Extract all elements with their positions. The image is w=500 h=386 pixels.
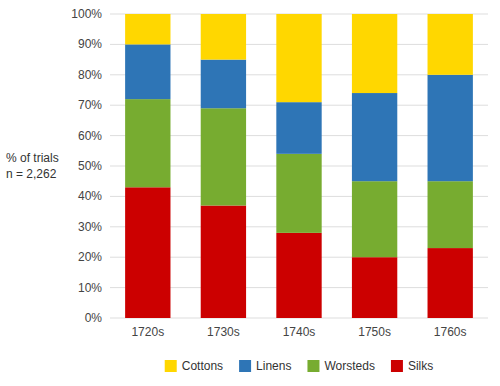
x-tick-label: 1720s [131,325,164,339]
x-tick-labels: 1720s 1730s 1740s 1750s 1760s [131,325,466,339]
bar-segment [125,99,170,187]
legend-item: Cottons [165,359,223,373]
bar-segment [201,108,246,205]
y-tick-label: 100% [71,7,102,21]
y-tick-label: 50% [78,159,102,173]
legend: Cottons Linens Worsteds Silks [165,359,434,373]
y-tick-label: 20% [78,250,102,264]
y-axis-label: % of trials n = 2,262 [6,151,59,181]
legend-label: Silks [408,359,433,373]
x-tick-label: 1750s [358,325,391,339]
y-label-line: n = 2,262 [6,167,57,181]
y-tick-label: 60% [78,129,102,143]
y-tick-label: 80% [78,68,102,82]
bar-segment [125,14,170,44]
x-tick-label: 1730s [207,325,240,339]
grid [110,14,488,318]
series [125,99,473,257]
chart: 0%10%20%30%40%50%60%70%80%90%100%1720s17… [0,0,500,386]
bar-segment [276,233,321,318]
bar-segment [428,181,473,248]
legend-item: Silks [391,359,433,373]
legend-item: Worsteds [307,359,374,373]
bar-segment [428,75,473,181]
bar-segment [125,44,170,99]
legend-label: Cottons [182,359,223,373]
bar-segment [201,206,246,318]
bar-segment [201,60,246,109]
legend-swatch [165,360,177,372]
bar-segment [276,154,321,233]
legend-swatch [239,360,251,372]
bar-segment [352,14,397,93]
x-tick-label: 1760s [434,325,467,339]
y-tick-label: 0% [85,311,103,325]
bars [125,14,473,318]
bar-segment [125,187,170,318]
bar-segment [428,248,473,318]
bar-segment [276,102,321,154]
y-label-line: % of trials [6,151,59,165]
y-tick-label: 40% [78,189,102,203]
y-tick-label: 70% [78,98,102,112]
bar-segment [352,181,397,257]
background [0,0,500,386]
legend-label: Worsteds [324,359,374,373]
series [125,14,473,102]
legend-label: Linens [256,359,291,373]
legend-swatch [307,360,319,372]
bar-segment [201,14,246,60]
bar-segment [276,14,321,102]
y-tick-labels: 0% 10% 20% 30% 40% 50% 60% 70% 80% 90% 100% [71,7,102,325]
bar-segment [428,14,473,75]
bar-segment [352,93,397,181]
bar-segment [352,257,397,318]
x-tick-label: 1740s [283,325,316,339]
legend-swatch [391,360,403,372]
legend-item: Linens [239,359,291,373]
y-tick-label: 30% [78,220,102,234]
y-tick-label: 90% [78,37,102,51]
y-tick-label: 10% [78,281,102,295]
